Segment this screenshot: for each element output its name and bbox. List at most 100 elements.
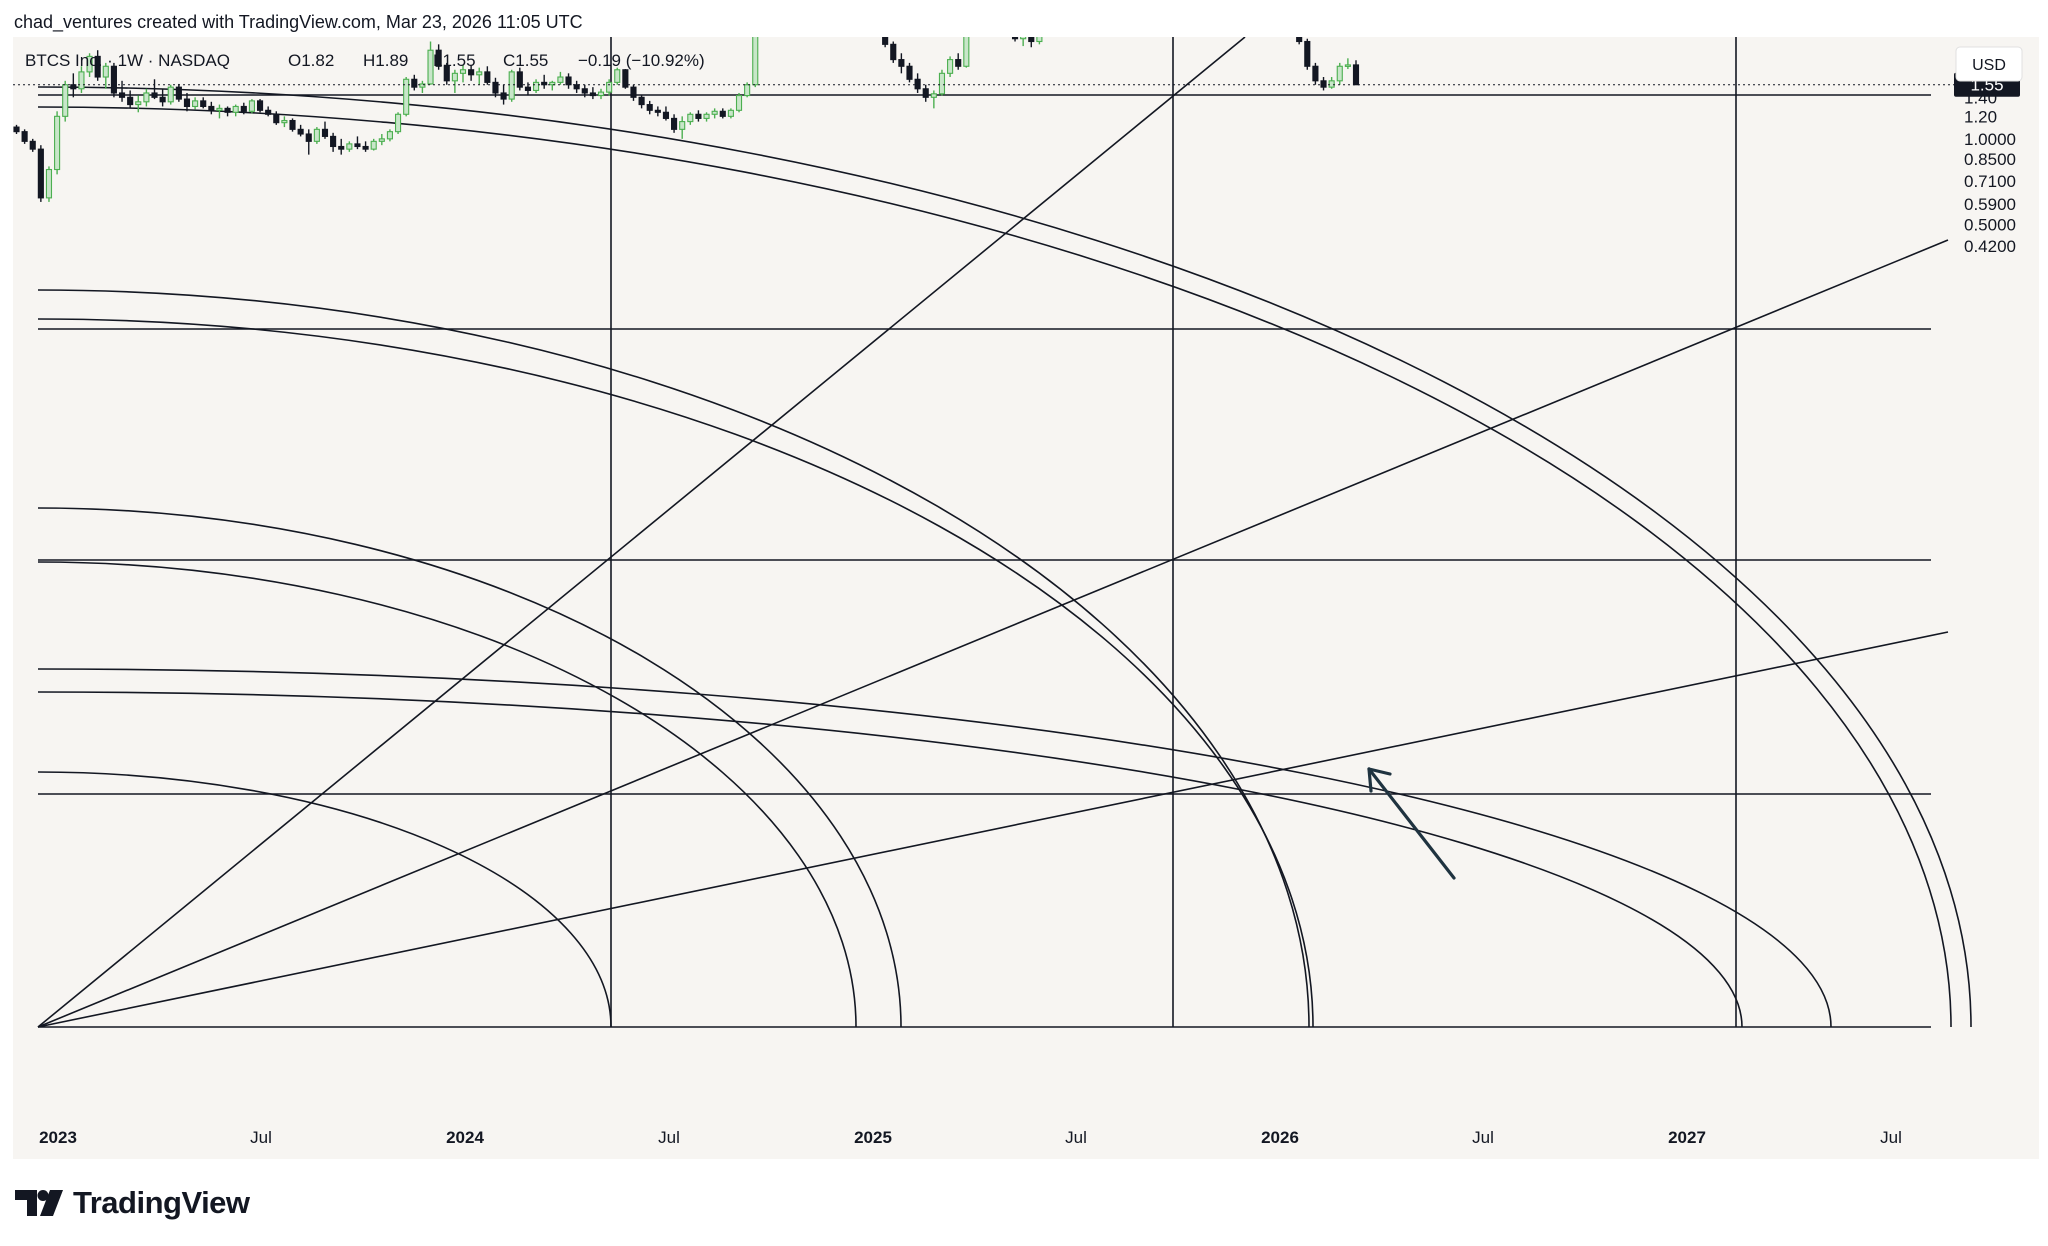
legend-high: H1.89 bbox=[363, 51, 408, 70]
candle-body bbox=[240, 105, 247, 112]
candle-body bbox=[492, 81, 499, 94]
time-axis-year-label: 2027 bbox=[1668, 1128, 1706, 1147]
candle-body bbox=[1336, 65, 1343, 82]
candle-body bbox=[557, 76, 564, 83]
candle-body bbox=[898, 59, 905, 67]
candle-body bbox=[305, 133, 312, 142]
candle-body bbox=[102, 65, 109, 78]
candle-body bbox=[516, 71, 523, 88]
price-axis-label: 1.0000 bbox=[1964, 130, 2016, 149]
chart-title: BTCS Inc. · 1W · NASDAQ bbox=[25, 51, 230, 70]
candle-body bbox=[606, 81, 613, 93]
candle-body bbox=[362, 145, 369, 150]
candle-body bbox=[403, 78, 410, 115]
candle-body bbox=[711, 110, 718, 115]
candle-body bbox=[427, 49, 434, 85]
candle-body bbox=[78, 71, 85, 90]
candle-body bbox=[1304, 40, 1311, 67]
candle-body bbox=[45, 168, 53, 199]
candle-body bbox=[135, 101, 142, 106]
candle-body bbox=[127, 96, 134, 106]
legend-low: L1.55 bbox=[433, 51, 476, 70]
candle-body bbox=[703, 113, 710, 119]
price-axis-label: 1.20 bbox=[1964, 107, 1997, 126]
candle-body bbox=[354, 143, 361, 148]
candle-body bbox=[378, 138, 385, 142]
candle-body bbox=[565, 76, 572, 86]
candle-body bbox=[719, 110, 726, 117]
candle-body bbox=[297, 128, 304, 135]
time-axis-month-label: Jul bbox=[1880, 1128, 1902, 1147]
price-chart[interactable]: 16.0013.0011.009.007.506.005.004.203.603… bbox=[13, 37, 2039, 1159]
candle-body bbox=[208, 105, 215, 111]
candle-body bbox=[118, 92, 126, 98]
price-axis-label: 0.5000 bbox=[1964, 215, 2016, 234]
chart-attribution: chad_ventures created with TradingView.c… bbox=[14, 12, 583, 32]
candle-body bbox=[281, 119, 288, 124]
annotations bbox=[13, 84, 1958, 880]
candle-body bbox=[695, 113, 702, 119]
time-axis-month-label: Jul bbox=[250, 1128, 272, 1147]
candle-body bbox=[646, 104, 653, 111]
price-axis-label: 0.5900 bbox=[1964, 195, 2016, 214]
gann-arc bbox=[37, 289, 1310, 1028]
candle-body bbox=[630, 86, 637, 98]
candle-body bbox=[419, 83, 426, 88]
candle-body bbox=[175, 86, 182, 100]
candle-body bbox=[468, 69, 475, 76]
candle-body bbox=[1312, 65, 1319, 82]
candle-body bbox=[654, 109, 661, 113]
candle-body bbox=[938, 72, 946, 95]
candle-body bbox=[947, 59, 954, 74]
candle-body bbox=[662, 111, 670, 119]
legend-open: O1.82 bbox=[288, 51, 334, 70]
candle-body bbox=[265, 109, 272, 115]
candle-body bbox=[256, 100, 264, 111]
candle-body bbox=[54, 115, 61, 171]
currency-button[interactable]: USD bbox=[1955, 46, 2023, 82]
tradingview-logo[interactable]: TradingView bbox=[15, 1185, 250, 1221]
axes: 16.0013.0011.009.007.506.005.004.203.603… bbox=[39, 37, 2020, 1147]
candle-body bbox=[151, 92, 158, 98]
candle-body bbox=[597, 91, 605, 97]
candle-body bbox=[484, 71, 491, 83]
price-axis-label: 0.4200 bbox=[1964, 237, 2016, 256]
candle-body bbox=[622, 69, 629, 88]
currency-label: USD bbox=[1972, 57, 2006, 74]
time-axis-year-label: 2026 bbox=[1261, 1128, 1299, 1147]
candle-body bbox=[1020, 37, 1027, 40]
time-axis-year-label: 2025 bbox=[854, 1128, 892, 1147]
candle-body bbox=[37, 148, 44, 199]
gann-arc bbox=[37, 771, 612, 1028]
price-axis-label: 0.7100 bbox=[1964, 172, 2016, 191]
candle-body bbox=[370, 140, 377, 150]
gann-arc bbox=[37, 106, 1952, 1028]
legend-change: −0.19 (−10.92%) bbox=[578, 51, 705, 70]
candle-body bbox=[86, 55, 93, 73]
gann-arc bbox=[37, 561, 857, 1028]
candle-body bbox=[435, 49, 442, 67]
candle-body bbox=[13, 126, 20, 133]
candle-body bbox=[1320, 80, 1327, 88]
gann-arc bbox=[37, 507, 902, 1028]
candle-body bbox=[589, 92, 596, 97]
chart-area[interactable]: 16.0013.0011.009.007.506.005.004.203.603… bbox=[13, 37, 2039, 1159]
candle-body bbox=[216, 107, 223, 111]
candle-body bbox=[890, 43, 897, 61]
price-axis-label: 2.40 bbox=[1964, 37, 1997, 41]
candle-body bbox=[679, 121, 686, 130]
candle-body bbox=[21, 131, 28, 142]
annotation-arrow-shaft bbox=[1367, 767, 1456, 880]
candle-body bbox=[159, 96, 166, 103]
candle-body bbox=[1344, 64, 1351, 67]
candle-body bbox=[110, 65, 117, 94]
candle-body bbox=[443, 65, 450, 82]
candle-body bbox=[143, 92, 150, 103]
candle-body bbox=[744, 84, 751, 97]
time-axis-month-label: Jul bbox=[1472, 1128, 1494, 1147]
candle-body bbox=[1328, 80, 1335, 88]
candle-body bbox=[94, 55, 101, 78]
candle-body bbox=[273, 113, 280, 124]
candle-body bbox=[289, 119, 296, 130]
candle-body bbox=[1011, 37, 1019, 40]
